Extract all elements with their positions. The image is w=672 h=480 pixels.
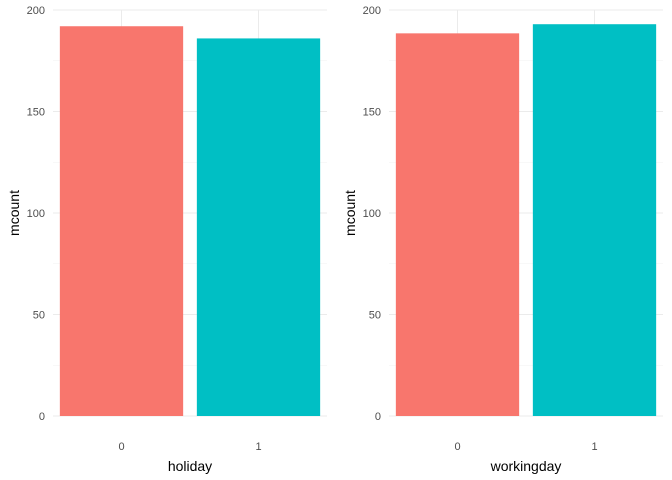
bar-0 xyxy=(395,33,520,416)
x-tick-label: 1 xyxy=(255,441,261,453)
chart-panel-1: 0 50 100 150 200 0 1 holiday mcount xyxy=(6,5,327,474)
bar-1 xyxy=(196,38,321,417)
y-axis-title: mcount xyxy=(6,190,22,236)
bar-0 xyxy=(59,26,184,417)
y-tick-label: 0 xyxy=(39,411,45,423)
y-tick-label: 200 xyxy=(363,5,381,17)
x-axis-title: workingday xyxy=(490,458,562,474)
y-tick-label: 100 xyxy=(27,208,45,220)
x-tick-label: 1 xyxy=(591,441,597,453)
y-tick-label: 50 xyxy=(33,310,45,322)
y-tick-label: 100 xyxy=(363,208,381,220)
y-tick-label: 0 xyxy=(375,411,381,423)
y-tick-label: 150 xyxy=(27,107,45,119)
y-tick-label: 150 xyxy=(363,107,381,119)
x-tick-label: 0 xyxy=(454,441,460,453)
x-tick-label: 0 xyxy=(118,441,124,453)
chart-panel-2: 0 50 100 150 200 0 1 workingday mcount xyxy=(342,5,663,474)
y-tick-label: 200 xyxy=(27,5,45,17)
y-tick-label: 50 xyxy=(369,310,381,322)
bar-1 xyxy=(532,24,657,417)
x-axis-title: holiday xyxy=(168,458,212,474)
y-axis-title: mcount xyxy=(342,190,358,236)
